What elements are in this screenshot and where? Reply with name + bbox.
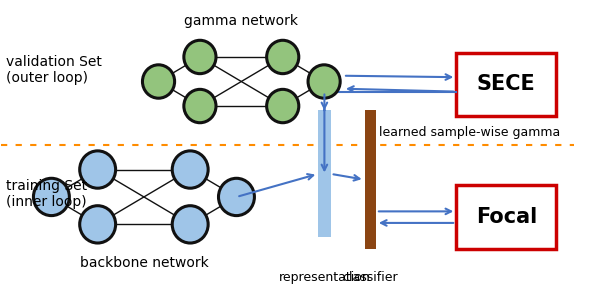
Text: representation: representation: [279, 271, 370, 284]
FancyBboxPatch shape: [456, 185, 557, 249]
FancyBboxPatch shape: [456, 53, 557, 116]
Text: learned sample-wise gamma: learned sample-wise gamma: [379, 126, 560, 139]
Ellipse shape: [80, 206, 115, 243]
Ellipse shape: [267, 40, 299, 74]
Text: Focal: Focal: [475, 207, 537, 227]
Ellipse shape: [80, 151, 115, 188]
Bar: [365, 110, 376, 249]
Ellipse shape: [172, 206, 208, 243]
Ellipse shape: [184, 89, 216, 123]
Ellipse shape: [184, 40, 216, 74]
Text: gamma network: gamma network: [184, 14, 298, 28]
Ellipse shape: [33, 178, 69, 215]
Ellipse shape: [142, 65, 175, 98]
Text: SECE: SECE: [477, 75, 536, 94]
Bar: [318, 110, 331, 237]
Ellipse shape: [308, 65, 340, 98]
Text: validation Set
(outer loop): validation Set (outer loop): [7, 55, 102, 85]
Ellipse shape: [267, 89, 299, 123]
Text: backbone network: backbone network: [80, 256, 208, 270]
Text: training Set
(inner loop): training Set (inner loop): [7, 179, 87, 209]
Ellipse shape: [218, 178, 254, 215]
Ellipse shape: [172, 151, 208, 188]
Text: classifier: classifier: [343, 271, 398, 284]
